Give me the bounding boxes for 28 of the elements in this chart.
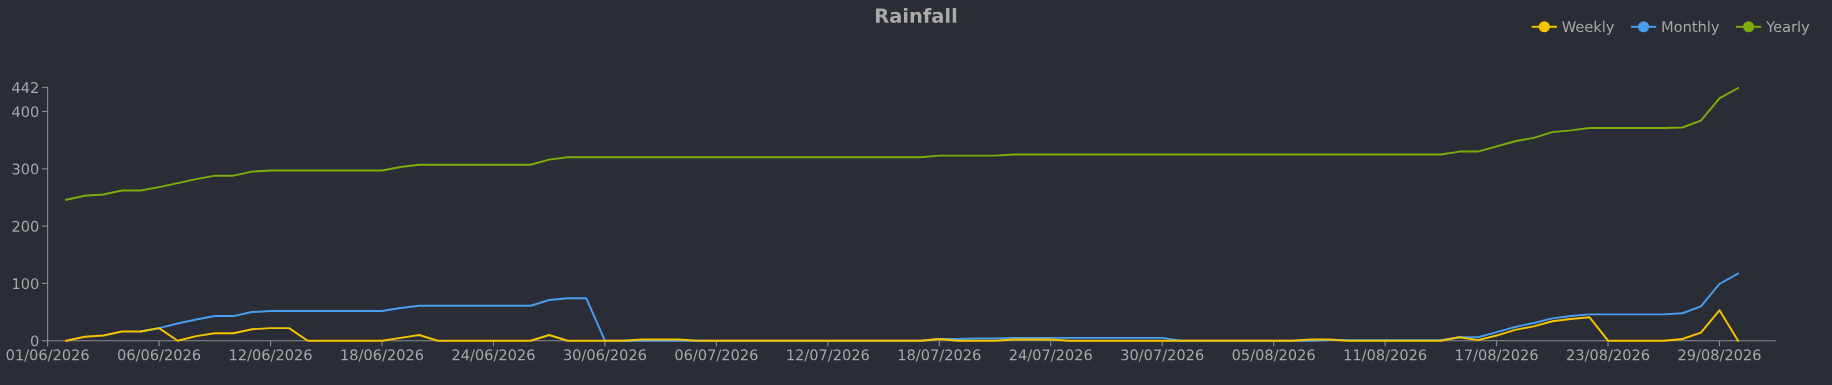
y-tick-label: 200 [12,220,39,232]
x-tick-label: 11/08/2026 [1344,349,1427,362]
x-tick-label: 24/07/2026 [1009,349,1092,362]
y-tick-label: 0 [30,335,39,347]
legend-label: Weekly [1562,20,1614,35]
x-tick-label: 24/06/2026 [452,349,535,362]
legend-label: Yearly [1766,20,1810,35]
x-tick-label: 01/06/2026 [6,349,89,362]
x-tick-label: 30/07/2026 [1121,349,1204,362]
line-series [65,309,1740,342]
x-tick-label: 18/06/2026 [341,349,424,362]
line-series [65,87,1740,201]
x-tick-label: 29/08/2026 [1678,349,1761,362]
chart-title: Rainfall [876,7,957,23]
x-tick-label: 23/08/2026 [1567,349,1650,362]
x-tick-label: 12/07/2026 [787,349,869,362]
y-tick-label: 300 [12,163,39,175]
x-tick-label: 06/06/2026 [118,349,201,362]
y-tick-label: 442 [12,82,38,93]
x-tick-label: 12/06/2026 [230,349,312,362]
y-tick-label: 100 [13,278,39,290]
x-tick-label: 30/06/2026 [564,349,647,362]
x-tick-label: 17/08/2026 [1456,349,1538,362]
x-tick-label: 05/08/2026 [1232,349,1315,362]
x-tick-label: 18/07/2026 [898,349,981,362]
legend-label: Monthly [1662,20,1720,35]
y-tick-label: 400 [12,106,39,118]
x-tick-label: 06/07/2026 [675,349,758,362]
